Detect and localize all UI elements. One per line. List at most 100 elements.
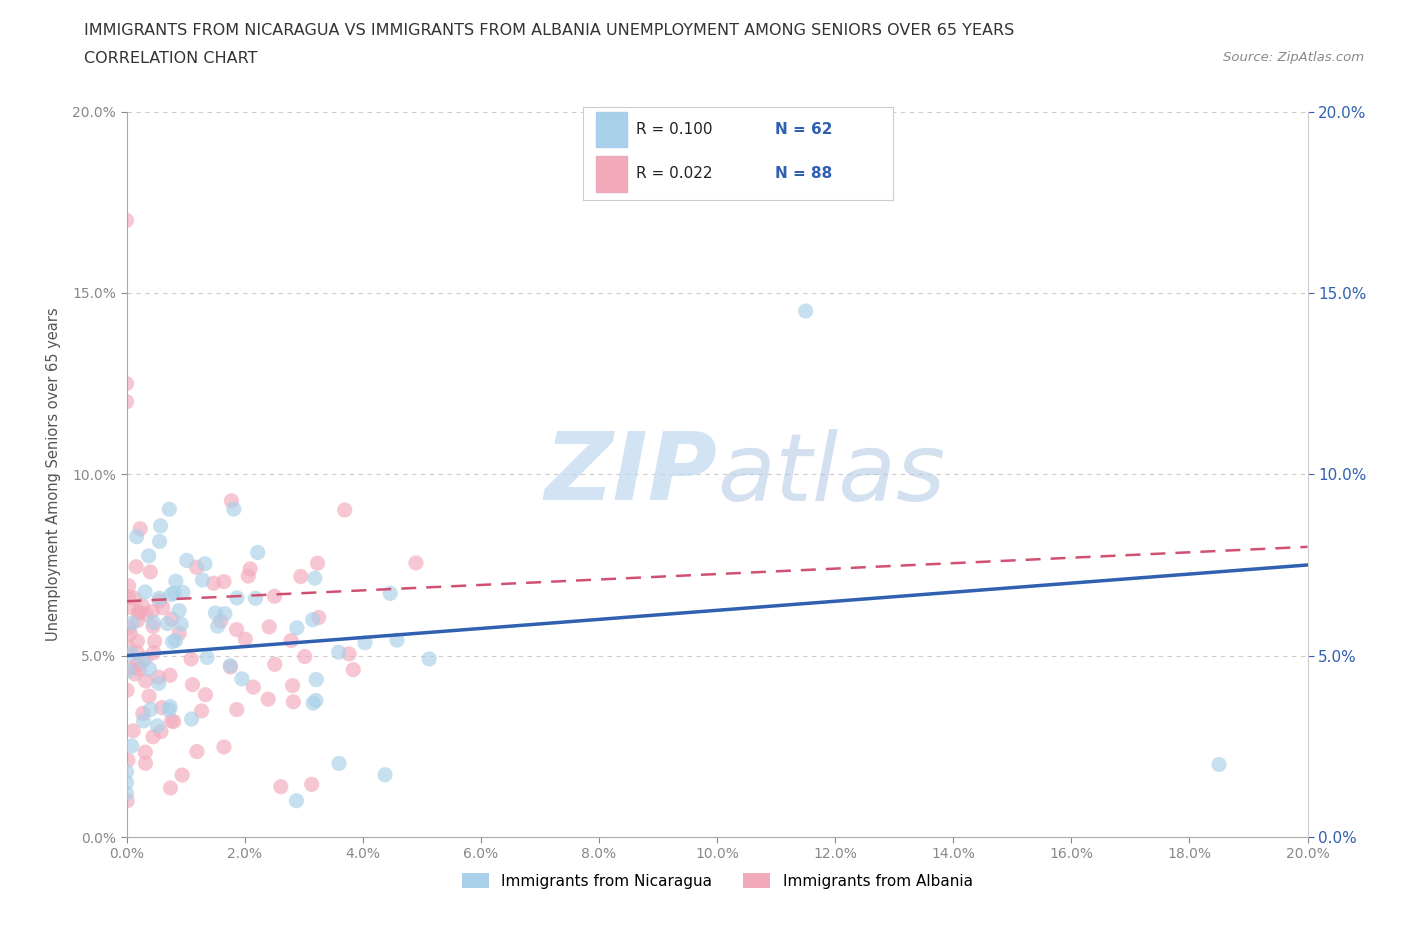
- Point: [172, 585, 194, 600]
- Point: [380, 586, 402, 601]
- Point: [304, 571, 326, 586]
- Point: [194, 556, 217, 571]
- Point: [120, 626, 142, 641]
- Point: [148, 534, 170, 549]
- Point: [156, 617, 179, 631]
- Point: [148, 593, 170, 608]
- Point: [115, 793, 138, 808]
- Point: [794, 303, 817, 318]
- Point: [290, 569, 312, 584]
- Point: [308, 610, 330, 625]
- FancyBboxPatch shape: [596, 156, 627, 192]
- Point: [159, 780, 181, 795]
- Point: [142, 619, 165, 634]
- Point: [285, 793, 308, 808]
- Point: [219, 659, 242, 674]
- Point: [283, 695, 305, 710]
- Text: N = 62: N = 62: [775, 122, 832, 137]
- Point: [115, 776, 138, 790]
- Point: [160, 713, 183, 728]
- Point: [127, 633, 149, 648]
- Point: [139, 565, 162, 579]
- Point: [257, 619, 280, 634]
- Point: [115, 213, 138, 228]
- Point: [181, 677, 204, 692]
- Point: [294, 649, 316, 664]
- Text: IMMIGRANTS FROM NICARAGUA VS IMMIGRANTS FROM ALBANIA UNEMPLOYMENT AMONG SENIORS : IMMIGRANTS FROM NICARAGUA VS IMMIGRANTS …: [84, 23, 1015, 38]
- Point: [138, 661, 160, 676]
- Point: [117, 640, 139, 655]
- Point: [405, 555, 427, 570]
- Point: [118, 578, 141, 593]
- Point: [1208, 757, 1230, 772]
- Point: [121, 738, 143, 753]
- Point: [263, 657, 285, 671]
- Text: N = 88: N = 88: [775, 166, 832, 181]
- Point: [148, 591, 170, 605]
- Point: [225, 702, 247, 717]
- Point: [143, 634, 166, 649]
- Point: [135, 673, 157, 688]
- Point: [239, 562, 262, 577]
- Y-axis label: Unemployment Among Seniors over 65 years: Unemployment Among Seniors over 65 years: [46, 308, 60, 641]
- Point: [150, 700, 173, 715]
- Point: [128, 605, 150, 620]
- Legend: Immigrants from Nicaragua, Immigrants from Albania: Immigrants from Nicaragua, Immigrants fr…: [456, 867, 979, 895]
- Point: [212, 574, 235, 589]
- Point: [204, 605, 226, 620]
- Point: [132, 654, 155, 669]
- Point: [418, 652, 440, 667]
- Point: [115, 683, 138, 698]
- Point: [134, 585, 156, 600]
- Point: [222, 501, 245, 516]
- Point: [134, 756, 156, 771]
- Point: [157, 502, 180, 517]
- Point: [142, 729, 165, 744]
- Point: [135, 606, 157, 621]
- Point: [124, 667, 146, 682]
- Point: [149, 724, 172, 739]
- Point: [117, 752, 139, 767]
- Text: R = 0.022: R = 0.022: [636, 166, 713, 181]
- Point: [142, 645, 165, 660]
- Point: [157, 702, 180, 717]
- Point: [132, 713, 155, 728]
- Point: [226, 591, 249, 605]
- Point: [212, 739, 235, 754]
- Point: [128, 662, 150, 677]
- Point: [172, 767, 194, 782]
- Point: [141, 604, 163, 618]
- Point: [194, 687, 217, 702]
- Point: [159, 699, 181, 714]
- Point: [263, 589, 285, 604]
- Point: [301, 612, 323, 627]
- Point: [246, 545, 269, 560]
- Point: [148, 676, 170, 691]
- Point: [115, 764, 138, 779]
- Point: [190, 703, 212, 718]
- Point: [121, 616, 143, 631]
- Point: [270, 779, 292, 794]
- Point: [131, 598, 153, 613]
- Point: [209, 614, 232, 629]
- Point: [138, 549, 160, 564]
- Point: [233, 631, 256, 646]
- Point: [134, 745, 156, 760]
- Text: CORRELATION CHART: CORRELATION CHART: [84, 51, 257, 66]
- Point: [305, 693, 328, 708]
- Point: [125, 529, 148, 544]
- Point: [122, 724, 145, 738]
- Point: [142, 615, 165, 630]
- Point: [214, 606, 236, 621]
- Point: [167, 626, 190, 641]
- Point: [160, 587, 183, 602]
- Point: [135, 651, 157, 666]
- Point: [374, 767, 396, 782]
- Point: [125, 559, 148, 574]
- Point: [163, 714, 186, 729]
- Point: [301, 777, 323, 791]
- Point: [285, 620, 308, 635]
- Point: [305, 672, 328, 687]
- Point: [127, 604, 149, 619]
- Point: [160, 612, 183, 627]
